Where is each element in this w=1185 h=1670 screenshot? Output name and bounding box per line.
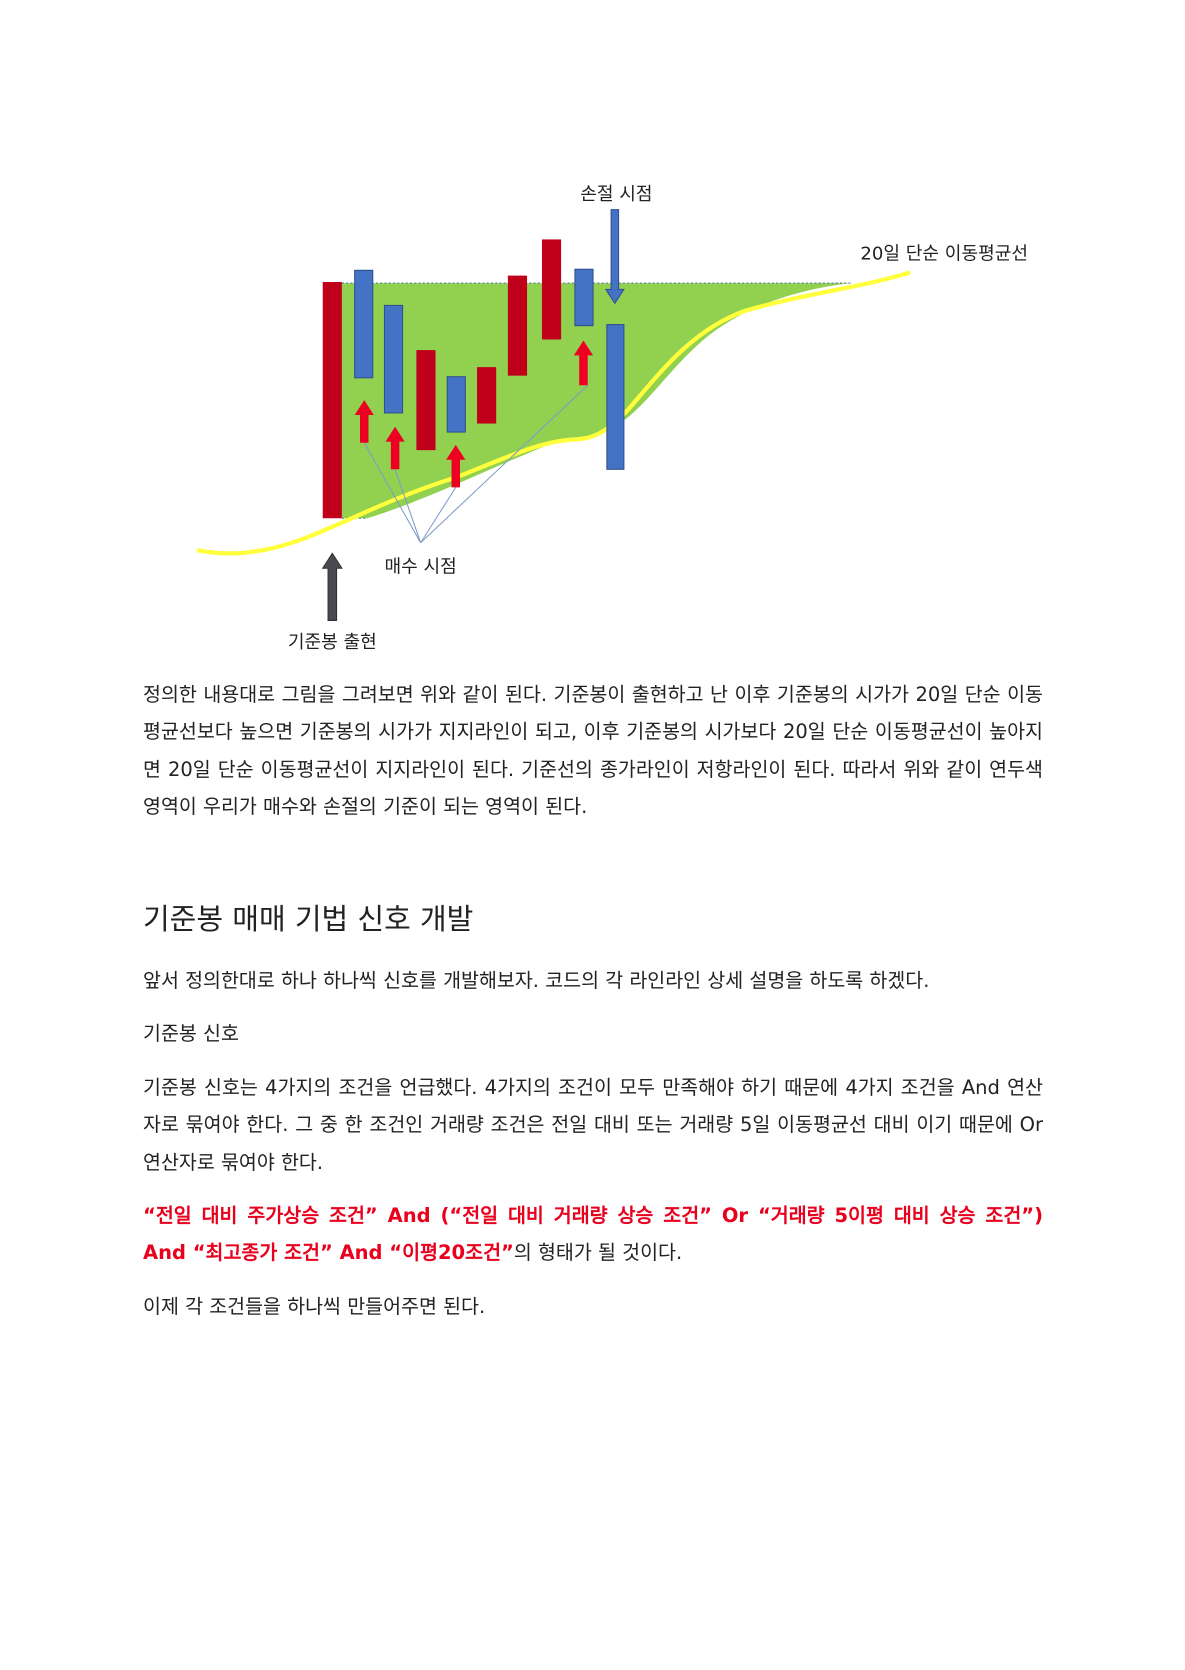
candle-bullish [507,275,528,376]
label-stop-loss: 손절 시점 [580,184,652,205]
stop-loss-arrow-icon [604,209,625,305]
paragraph-condition-formula: “전일 대비 주가상승 조건” And (“전일 대비 거래량 상승 조건” O… [143,1197,1043,1272]
subheading-base-candle-signal: 기준봉 신호 [143,1022,239,1045]
label-ma20: 20일 단순 이동평균선 [860,244,1028,265]
paragraph-closing: 이제 각 조건들을 하나씩 만들어주면 된다. [143,1295,486,1318]
buy-arrow-icon [573,340,594,386]
candle-bearish [446,376,466,433]
label-base-candle: 기준봉 출현 [288,632,377,653]
support-zone [341,283,852,519]
candle-bullish [416,350,436,451]
condition-formula-suffix: 의 형태가 될 것이다. [513,1241,683,1265]
label-buy: 매수 시점 [384,557,456,578]
buy-pointer-lines [363,384,589,544]
paragraph-conditions: 기준봉 신호는 4가지의 조건을 언급했다. 4가지의 조건이 모두 만족해야 … [143,1076,1043,1174]
candle-bullish [541,239,562,340]
paragraph-intro: 앞서 정의한대로 하나 하나씩 신호를 개발해보자. 코드의 각 라인라인 상세… [143,969,930,992]
buy-arrows [354,340,594,488]
candle-bullish [477,367,497,424]
candle-stop-loss-bearish [606,324,625,470]
candle-bearish [574,268,594,327]
section-heading: 기준봉 매매 기법 신호 개발 [143,902,474,936]
base-candle-diagram: 손절 시점 20일 단순 이동평균선 매수 시점 기준봉 출현 [196,184,1028,653]
paragraph-diagram-explanation: 정의한 내용대로 그림을 그려보면 위와 같이 된다. 기준봉이 출현하고 난 … [143,683,1043,818]
buy-arrow-icon [446,444,466,488]
candle-base-bullish [322,282,342,519]
buy-arrow-icon [385,426,405,470]
buy-arrow-icon [354,400,374,443]
base-candle-arrow-icon [321,552,343,621]
candle-bearish [383,304,404,414]
ma20-line [196,270,911,556]
candles [322,239,625,519]
candle-bearish [354,269,374,379]
condition-formula: “전일 대비 주가상승 조건” And (“전일 대비 거래량 상승 조건” O… [143,1204,1043,1265]
